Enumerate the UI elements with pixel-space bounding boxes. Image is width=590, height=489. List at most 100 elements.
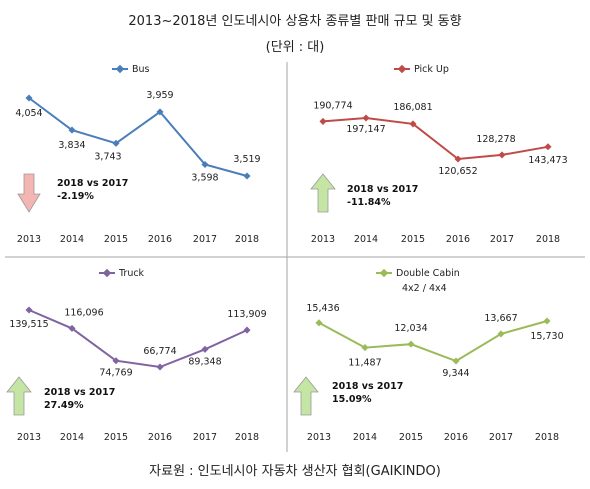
bus-trend-down-arrow-icon: [17, 173, 41, 213]
bus-data-label-2018: 3,519: [233, 154, 260, 165]
pickup-point-2013: [319, 117, 327, 125]
bus-tick-2016: 2016: [148, 234, 172, 245]
pickup-data-label-2016: 120,652: [438, 166, 477, 177]
bus-tick-2017: 2017: [193, 234, 217, 245]
cabin-data-label-2018: 15,730: [530, 331, 563, 342]
pickup-tick-2018: 2018: [536, 234, 560, 245]
bus-data-label-2013: 4,054: [15, 108, 42, 119]
cabin-tick-2013: 2013: [307, 432, 331, 443]
truck-tick-2014: 2014: [60, 432, 84, 443]
truck-series-line: [28, 309, 248, 369]
pickup-data-label-2015: 186,081: [393, 102, 432, 113]
cabin-tick-2017: 2017: [489, 432, 513, 443]
truck-chart-panel: Truck 139,515 116,096 74,769 66,774 89,348 113…: [6, 268, 267, 443]
cabin-point-2014: [361, 344, 369, 352]
pickup-series-line: [322, 116, 549, 161]
cabin-point-2013: [315, 319, 323, 327]
truck-point-2017: [201, 345, 209, 353]
truck-data-label-2018: 113,909: [227, 309, 266, 320]
cabin-tick-2015: 2015: [399, 432, 423, 443]
bus-data-label-2015: 3,743: [94, 151, 121, 162]
pickup-data-label-2018: 143,473: [528, 155, 567, 166]
truck-trend-up-arrow-icon: [6, 376, 32, 416]
cabin-point-2017: [497, 330, 505, 338]
truck-tick-2018: 2018: [235, 432, 259, 443]
source-note: 자료원 : 인도네시아 자동차 생산자 협회(GAIKINDO): [149, 464, 441, 479]
truck-data-label-2016: 66,774: [143, 346, 176, 357]
bus-data-label-2014: 3,834: [58, 140, 85, 151]
bus-legend-label: Bus: [132, 64, 150, 75]
truck-legend-label: Truck: [118, 268, 145, 279]
truck-data-label-2015: 74,769: [99, 368, 132, 379]
pickup-data-label-2017: 128,278: [476, 134, 515, 145]
cabin-data-label-2013: 15,436: [306, 303, 339, 314]
chart-main-title: 2013~2018년 인도네시아 상용차 종류별 판매 규모 및 동향: [128, 14, 462, 29]
bus-tick-2014: 2014: [60, 234, 84, 245]
bus-point-2014: [68, 126, 76, 134]
pickup-data-label-2014: 197,147: [346, 124, 385, 135]
bus-tick-2018: 2018: [235, 234, 259, 245]
truck-data-label-2014: 116,096: [64, 307, 103, 318]
cabin-tick-2016: 2016: [444, 432, 468, 443]
pickup-comparison-label: 2018 vs 2017: [347, 184, 418, 195]
bus-tick-2013: 2013: [17, 234, 41, 245]
pickup-point-2016: [454, 155, 462, 163]
cabin-series-line: [318, 320, 548, 363]
cabin-tick-2018: 2018: [535, 432, 559, 443]
pickup-comparison-value: -11.84%: [347, 197, 391, 208]
bus-point-2016: [156, 108, 164, 116]
truck-comparison-label: 2018 vs 2017: [44, 387, 115, 398]
bus-data-label-2017: 3,598: [191, 172, 218, 183]
cabin-data-label-2015: 12,034: [394, 323, 427, 334]
truck-point-2015: [112, 357, 120, 365]
bus-comparison-label: 2018 vs 2017: [57, 178, 128, 189]
pickup-point-2018: [544, 143, 552, 151]
bus-point-2015: [112, 139, 120, 147]
bus-series-line: [28, 97, 248, 177]
truck-point-2018: [243, 326, 251, 334]
cabin-trend-up-arrow-icon: [293, 376, 319, 416]
bus-comparison-value: -2.19%: [57, 191, 94, 202]
pickup-point-2015: [409, 120, 417, 128]
truck-tick-2013: 2013: [17, 432, 41, 443]
pickup-point-2014: [362, 114, 370, 122]
truck-tick-2017: 2017: [193, 432, 217, 443]
cabin-comparison-value: 15.09%: [332, 394, 372, 405]
pickup-chart-panel: Pick Up 190,774 197,147 186,081 120,652 128,2…: [310, 64, 568, 245]
cabin-chart-panel: Double Cabin 4x2 / 4x4 15,436 11,487 12,034 9…: [293, 268, 564, 443]
pickup-tick-2016: 2016: [446, 234, 470, 245]
cabin-point-2018: [543, 317, 551, 325]
cabin-tick-2014: 2014: [353, 432, 377, 443]
cabin-legend-marker: [379, 268, 389, 278]
pickup-point-2017: [498, 151, 506, 159]
pickup-tick-2017: 2017: [490, 234, 514, 245]
truck-tick-2015: 2015: [104, 432, 128, 443]
truck-point-2014: [68, 324, 76, 332]
cabin-legend-label: Double Cabin: [396, 268, 460, 279]
truck-tick-2016: 2016: [148, 432, 172, 443]
cabin-point-2015: [407, 340, 415, 348]
pickup-legend-label: Pick Up: [414, 64, 449, 75]
truck-point-2016: [156, 363, 164, 371]
truck-data-label-2017: 89,348: [188, 356, 221, 367]
bus-point-2017: [201, 160, 209, 169]
pickup-data-label-2013: 190,774: [313, 100, 352, 111]
truck-comparison-value: 27.49%: [44, 400, 84, 411]
bus-chart-panel: Bus 4,054 3,834 3,743 3,959 3,598 3,519 2013 201…: [15, 64, 260, 245]
unit-label: (단위 : 대): [265, 40, 325, 55]
pickup-trend-up-arrow-icon: [310, 173, 336, 213]
bus-legend-marker: [115, 64, 125, 74]
truck-legend-marker: [102, 268, 112, 278]
cabin-data-label-2017: 13,667: [484, 313, 517, 324]
truck-point-2013: [25, 306, 33, 314]
pickup-tick-2014: 2014: [354, 234, 378, 245]
cabin-data-label-2016: 9,344: [442, 368, 469, 379]
bus-tick-2015: 2015: [104, 234, 128, 245]
cabin-data-label-2014: 11,487: [348, 358, 381, 369]
pickup-tick-2015: 2015: [401, 234, 425, 245]
pickup-tick-2013: 2013: [311, 234, 335, 245]
cabin-point-2016: [452, 357, 460, 365]
pickup-legend-marker: [397, 64, 407, 74]
bus-data-label-2016: 3,959: [146, 90, 173, 101]
